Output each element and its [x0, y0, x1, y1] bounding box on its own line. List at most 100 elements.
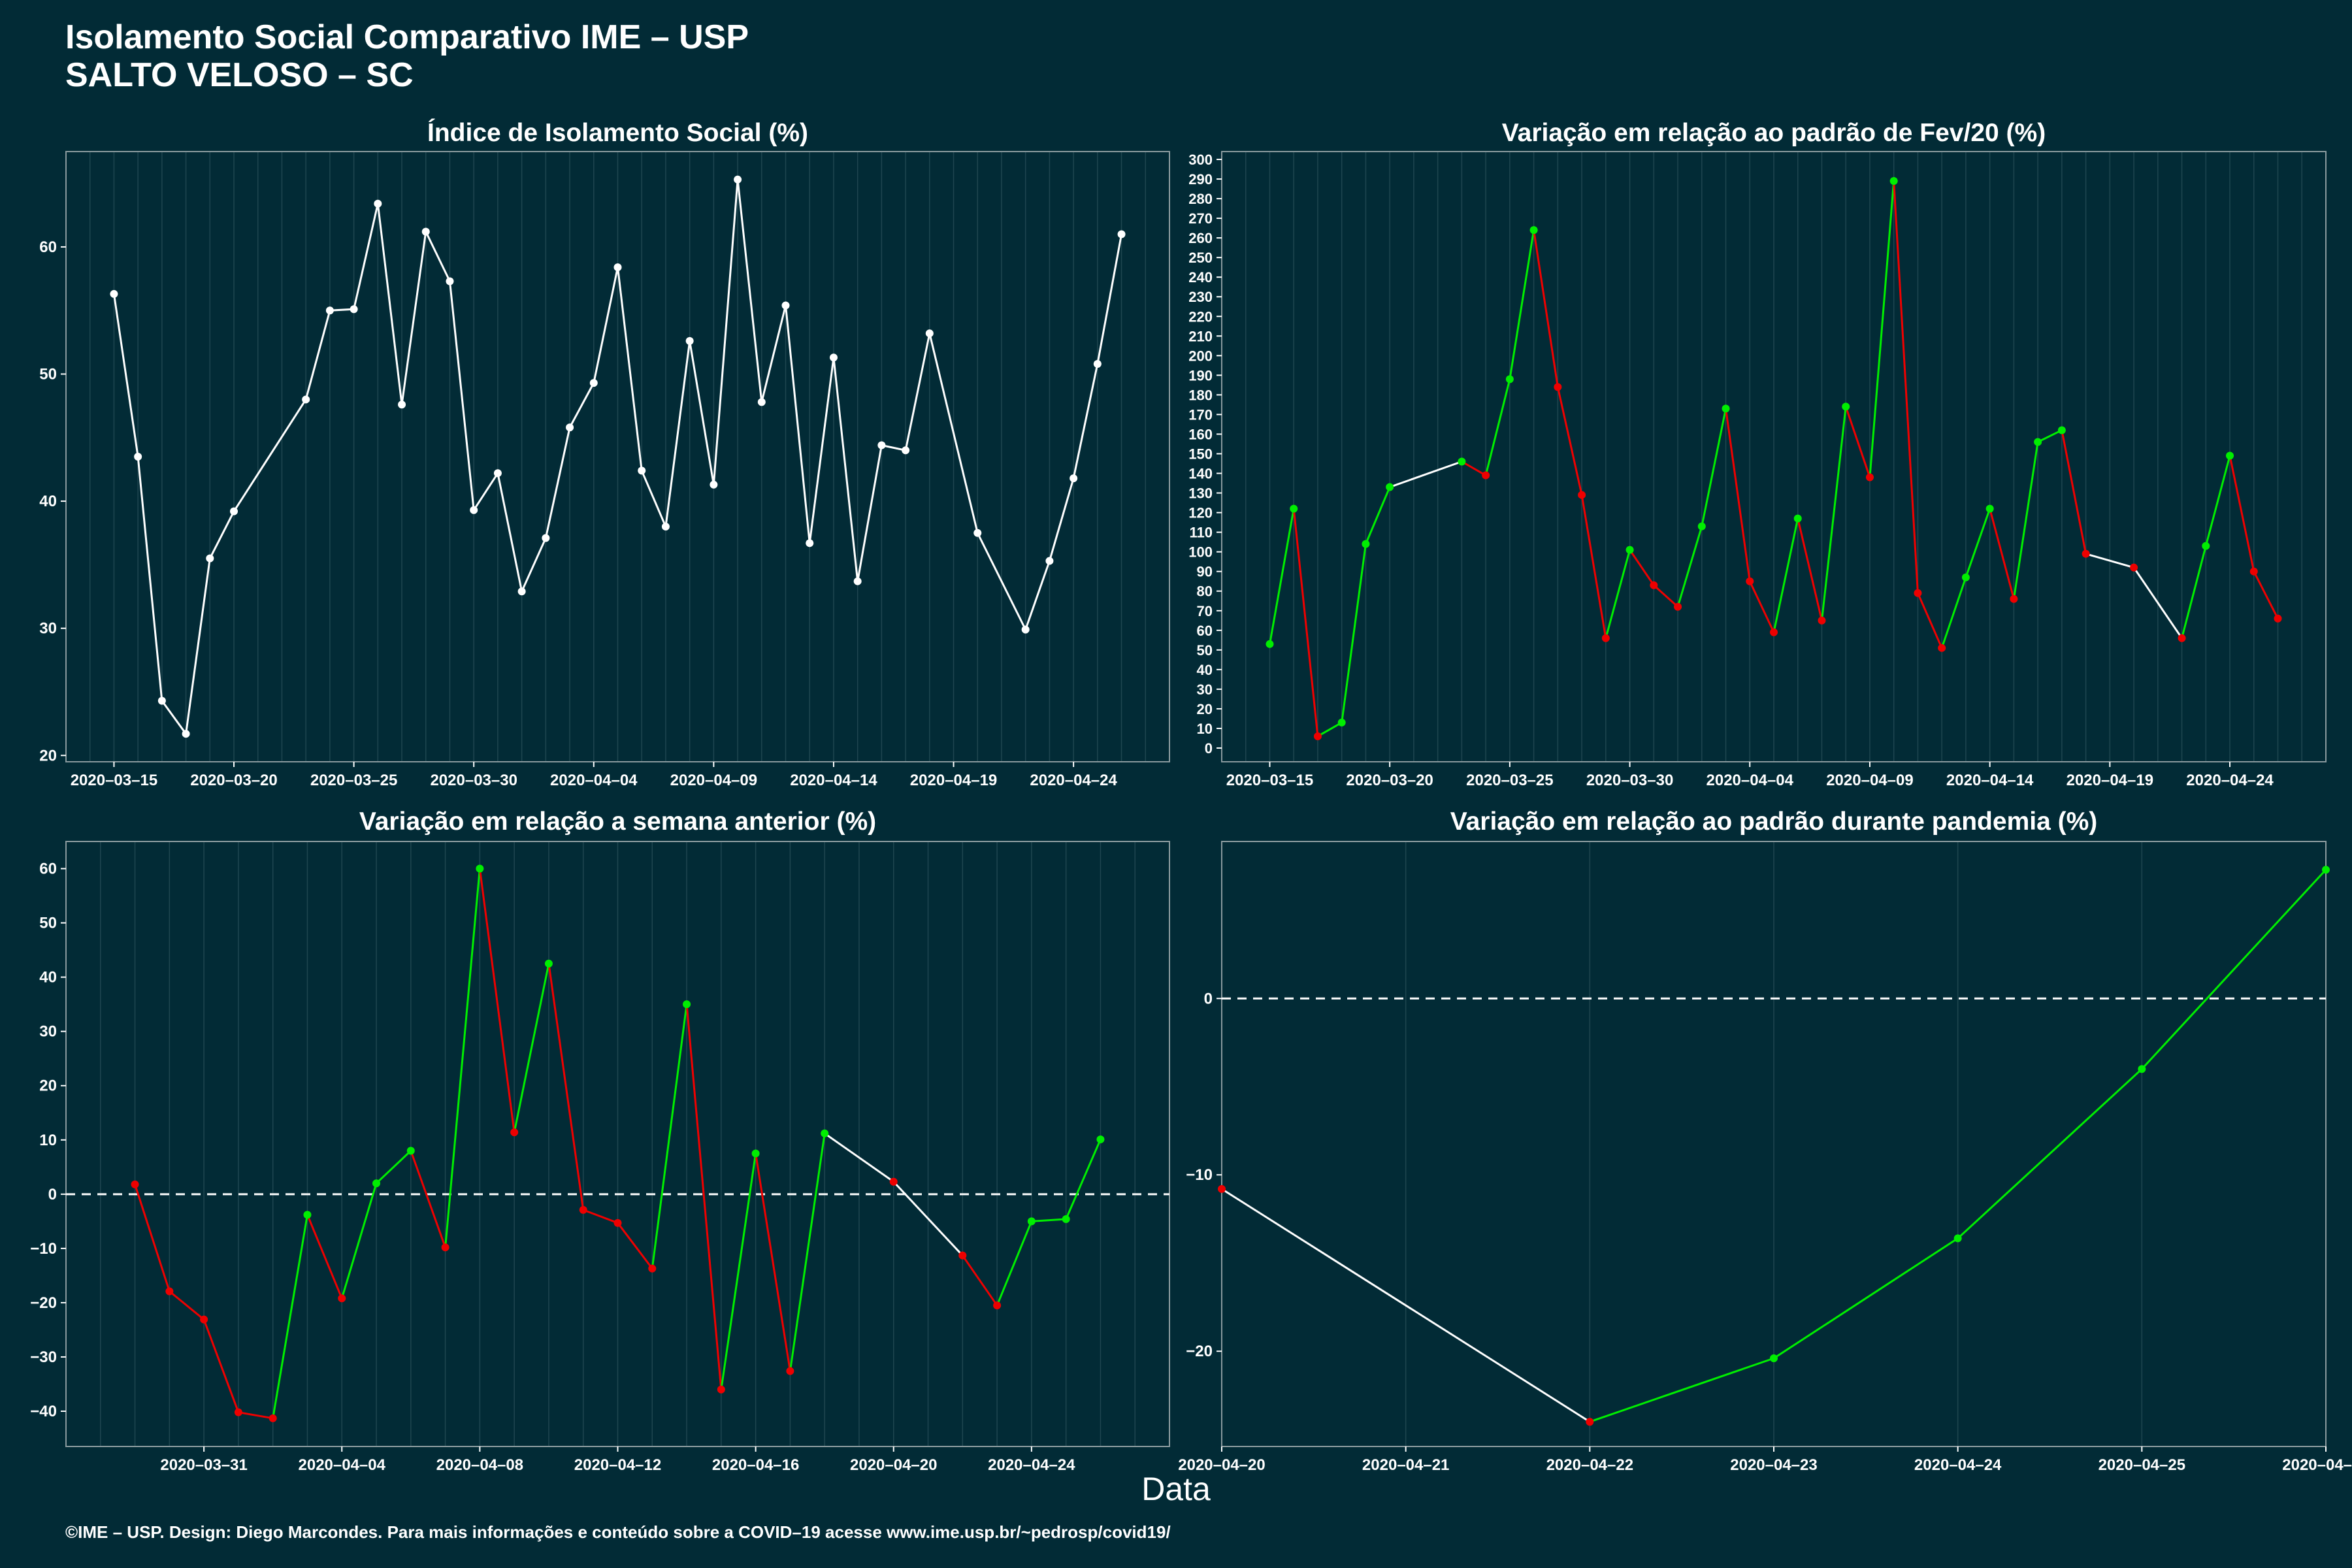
data-point	[1601, 634, 1610, 642]
data-point	[1505, 375, 1514, 384]
series-segment	[760, 305, 787, 402]
x-tick-label: 2020–03–15	[1226, 772, 1313, 789]
data-point	[993, 1301, 1002, 1310]
series-segment	[881, 444, 906, 451]
series-segment	[1533, 229, 1559, 387]
y-tick-label: 30	[1197, 681, 1213, 698]
x-tick-label: 2020–03–30	[1586, 772, 1673, 789]
x-tick-label: 2020–04–24	[2186, 772, 2274, 789]
series-segment	[2141, 869, 2327, 1070]
data-point	[1746, 577, 1754, 585]
x-tick-label: 2020–03–30	[430, 772, 517, 789]
y-tick-label: 0	[48, 1186, 57, 1203]
panel-border	[1221, 151, 2327, 762]
series-segment	[1461, 461, 1486, 476]
data-point	[1914, 589, 1922, 597]
data-point	[1578, 491, 1586, 499]
data-point	[302, 395, 310, 404]
y-tick-label: −10	[30, 1240, 57, 1258]
data-point	[1889, 177, 1898, 186]
series-segment	[203, 1319, 240, 1413]
series-segment	[651, 1004, 688, 1269]
series-segment	[1509, 229, 1535, 380]
series-segment	[1065, 1139, 1102, 1220]
y-tick-label: 180	[1188, 387, 1213, 403]
data-point	[2202, 542, 2210, 550]
y-tick-label: 70	[1197, 603, 1213, 619]
data-point	[1842, 402, 1850, 411]
series-segment	[712, 179, 739, 485]
series-segment	[1629, 549, 1655, 586]
y-tick-label: 100	[1188, 544, 1213, 561]
series-segment	[340, 1183, 378, 1299]
x-tick-label: 2020–04–21	[1362, 1456, 1449, 1474]
y-tick-label: 60	[39, 860, 57, 878]
data-point	[200, 1315, 208, 1324]
x-tick-label: 2020–04–04	[550, 772, 638, 789]
panel-border	[65, 151, 1170, 762]
data-point	[648, 1264, 657, 1273]
y-tick-label: 20	[39, 747, 57, 764]
panel-title: Índice de Isolamento Social (%)	[427, 118, 808, 147]
data-point	[493, 469, 502, 478]
data-point	[1697, 522, 1706, 531]
data-point	[131, 1180, 139, 1188]
series-segment	[2012, 442, 2039, 599]
y-tick-label: 110	[1190, 525, 1213, 541]
series-segment	[832, 357, 859, 581]
series-segment	[640, 470, 667, 527]
y-tick-label: 50	[1197, 642, 1213, 659]
x-tick-label: 2020–04–08	[436, 1456, 523, 1474]
series-segment	[1797, 518, 1823, 621]
y-tick-label: 90	[1197, 564, 1213, 580]
panel-title: Variação em relação a semana anterior (%…	[359, 808, 876, 836]
data-point	[1386, 483, 1394, 491]
data-point	[1953, 1234, 1962, 1243]
series-segment	[789, 1133, 826, 1371]
data-point	[1529, 226, 1538, 235]
data-point	[2130, 563, 2138, 572]
data-point	[510, 1128, 519, 1137]
y-tick-label: 0	[1205, 740, 1213, 757]
series-segment	[425, 231, 451, 282]
data-point	[2322, 866, 2330, 874]
data-point	[786, 1367, 794, 1375]
series-segment	[448, 281, 475, 510]
data-point	[406, 1147, 415, 1155]
series-segment	[689, 340, 715, 485]
data-point	[1093, 359, 1102, 368]
data-point	[757, 398, 766, 406]
panel-title: Variação em relação ao padrão de Fev/20 …	[1502, 119, 2046, 147]
data-point	[589, 379, 598, 387]
y-tick-label: 120	[1188, 505, 1213, 521]
series-segment	[376, 203, 403, 405]
series-segment	[161, 700, 187, 735]
x-tick-label: 2020–04–26	[2282, 1456, 2352, 1474]
y-tick-label: 40	[1197, 662, 1213, 678]
data-point	[1021, 625, 1030, 634]
y-tick-label: −10	[1186, 1166, 1213, 1184]
series-segment	[1096, 234, 1123, 365]
data-point	[661, 523, 670, 531]
series-segment	[785, 305, 811, 544]
y-tick-label: −30	[30, 1348, 57, 1366]
series-segment	[720, 1153, 757, 1390]
data-point	[2274, 614, 2282, 623]
data-point	[2057, 426, 2066, 434]
series-segment	[272, 1215, 308, 1419]
series-segment	[513, 963, 550, 1133]
series-segment	[1957, 1068, 2143, 1239]
series-segment	[547, 963, 585, 1211]
figure-title-line2: SALTO VELOSO – SC	[65, 56, 414, 94]
x-tick-label: 2020–04–12	[574, 1456, 661, 1474]
series-segment	[2132, 566, 2183, 639]
data-point	[1961, 573, 1970, 581]
y-tick-label: 20	[39, 1077, 57, 1095]
data-point	[638, 466, 646, 475]
y-tick-label: 60	[1197, 623, 1213, 639]
y-tick-label: 220	[1188, 308, 1213, 325]
series-segment	[304, 310, 331, 400]
data-point	[542, 534, 550, 542]
series-segment	[1048, 478, 1075, 561]
series-segment	[664, 340, 691, 527]
